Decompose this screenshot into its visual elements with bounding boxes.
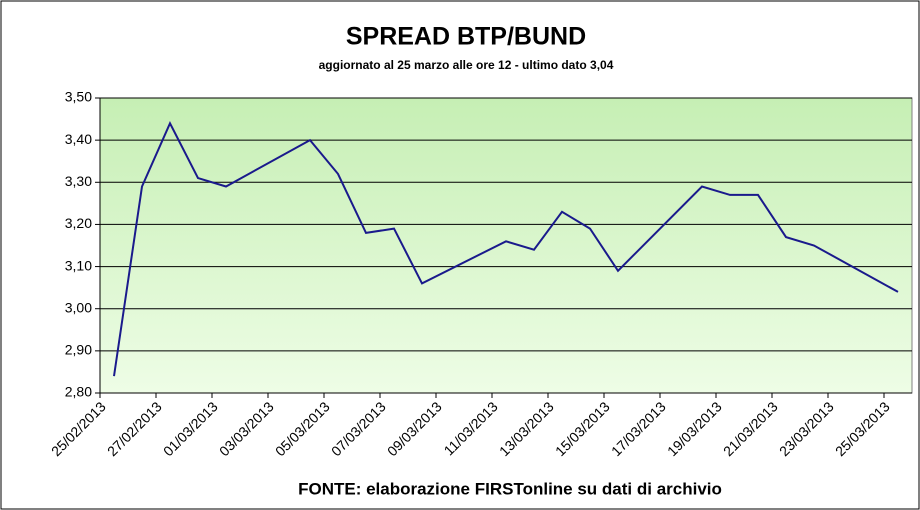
source-note: FONTE: elaborazione FIRSTonline su dati … bbox=[298, 479, 722, 498]
y-tick-label: 3,00 bbox=[65, 299, 92, 315]
y-tick-label: 3,30 bbox=[65, 173, 92, 189]
y-tick-label: 3,50 bbox=[65, 89, 92, 105]
y-tick-label: 3,20 bbox=[65, 215, 92, 231]
y-tick-label: 3,40 bbox=[65, 131, 92, 147]
line bbox=[113, 120, 899, 377]
plot-area bbox=[99, 97, 913, 394]
chart-subtitle: aggiornato al 25 marzo alle ore 12 - ult… bbox=[319, 58, 614, 72]
chart-title: SPREAD BTP/BUND bbox=[346, 23, 586, 51]
y-tick-label: 2,90 bbox=[65, 342, 92, 358]
y-tick-label: 2,80 bbox=[65, 384, 92, 400]
y-tick-label: 3,10 bbox=[65, 257, 92, 273]
